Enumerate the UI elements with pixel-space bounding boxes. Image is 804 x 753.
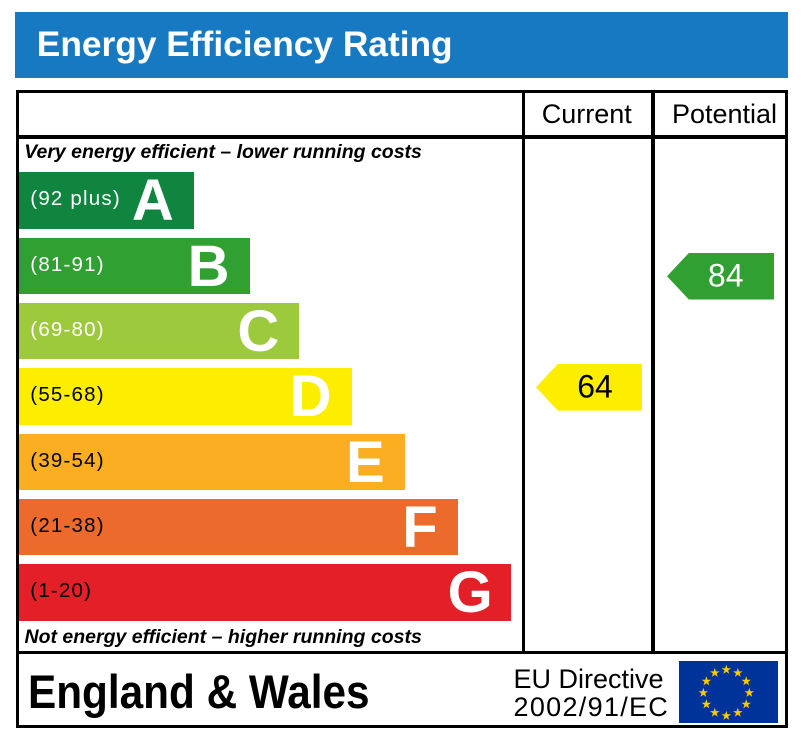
svg-text:64: 64 [577, 369, 613, 405]
svg-text:84: 84 [708, 257, 744, 293]
